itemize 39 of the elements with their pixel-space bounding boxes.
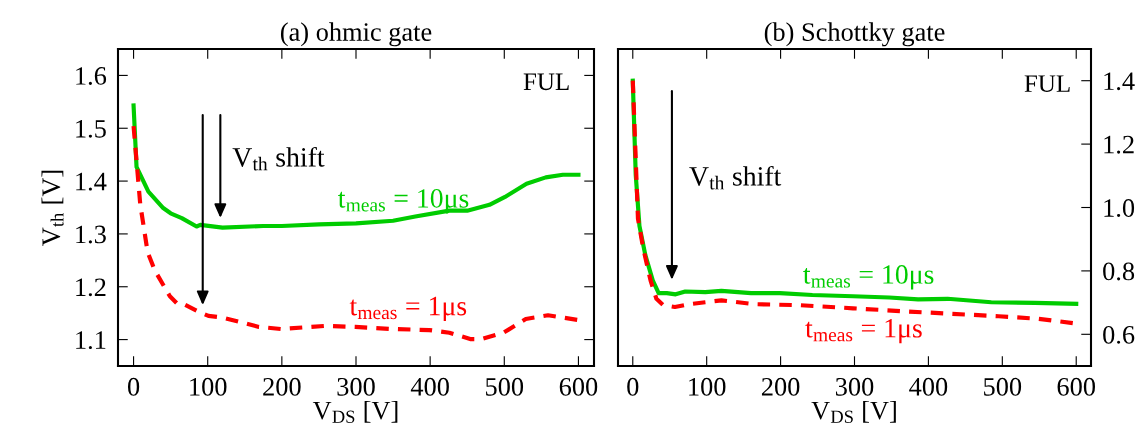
x-tick-label: 500 — [984, 377, 1022, 396]
chart-title: (b) Schottky gate — [764, 22, 945, 47]
series-label: t$_{meas}$ = 10μs — [338, 189, 469, 214]
x-tick-label: 0 — [127, 377, 140, 396]
y-tick-label: 1.2 — [76, 278, 106, 297]
y2-tick-label: 1.2 — [1104, 135, 1134, 154]
x-tick-label: 100 — [190, 377, 227, 396]
x-tick-label: 200 — [761, 377, 800, 396]
y-tick-label: 1.4 — [76, 172, 107, 191]
x-tick-label: 600 — [559, 377, 598, 396]
line-series — [131, 103, 581, 230]
x-axis-title: V$_{DS}$ [V] — [811, 400, 896, 424]
y-tick-label: 1.5 — [76, 119, 106, 138]
x-tick-label: 400 — [410, 377, 449, 396]
x-tick-label: 300 — [835, 377, 874, 396]
y-tick-label: 1.1 — [76, 331, 106, 350]
y-tick-label: 1.6 — [76, 67, 107, 85]
y2-tick-label: 1.4 — [1104, 72, 1135, 91]
annotation: V$_{th}$ shift — [232, 146, 325, 171]
y2-tick-label: 0.8 — [1103, 262, 1135, 281]
x-axis-title: V$_{DS}$ [V] — [312, 400, 398, 424]
chart-title: (a) ohmic gate — [280, 22, 432, 47]
series-label: t$_{meas}$ = 10μs — [803, 265, 934, 290]
x-tick-label: 500 — [486, 377, 524, 396]
y-tick-label: 1.3 — [76, 225, 106, 244]
x-tick-label: 200 — [263, 377, 301, 396]
y2-tick-label: 0.6 — [1103, 325, 1135, 344]
annotation: FUL — [1024, 75, 1070, 93]
annotation: FUL — [523, 73, 569, 91]
series-label: t$_{meas}$ = 1μs — [349, 296, 467, 322]
x-tick-label: 0 — [627, 377, 639, 396]
series-label: t$_{meas}$ = 1μs — [805, 319, 922, 344]
x-tick-label: 600 — [1057, 377, 1095, 396]
y-axis-title: V$_{th}$ [V] — [41, 170, 64, 246]
x-tick-label: 300 — [337, 377, 375, 396]
annotation: V$_{th}$ shift — [689, 165, 782, 190]
y2-tick-label: 1.0 — [1104, 199, 1135, 218]
x-tick-label: 100 — [689, 377, 726, 396]
x-tick-label: 400 — [909, 377, 948, 396]
